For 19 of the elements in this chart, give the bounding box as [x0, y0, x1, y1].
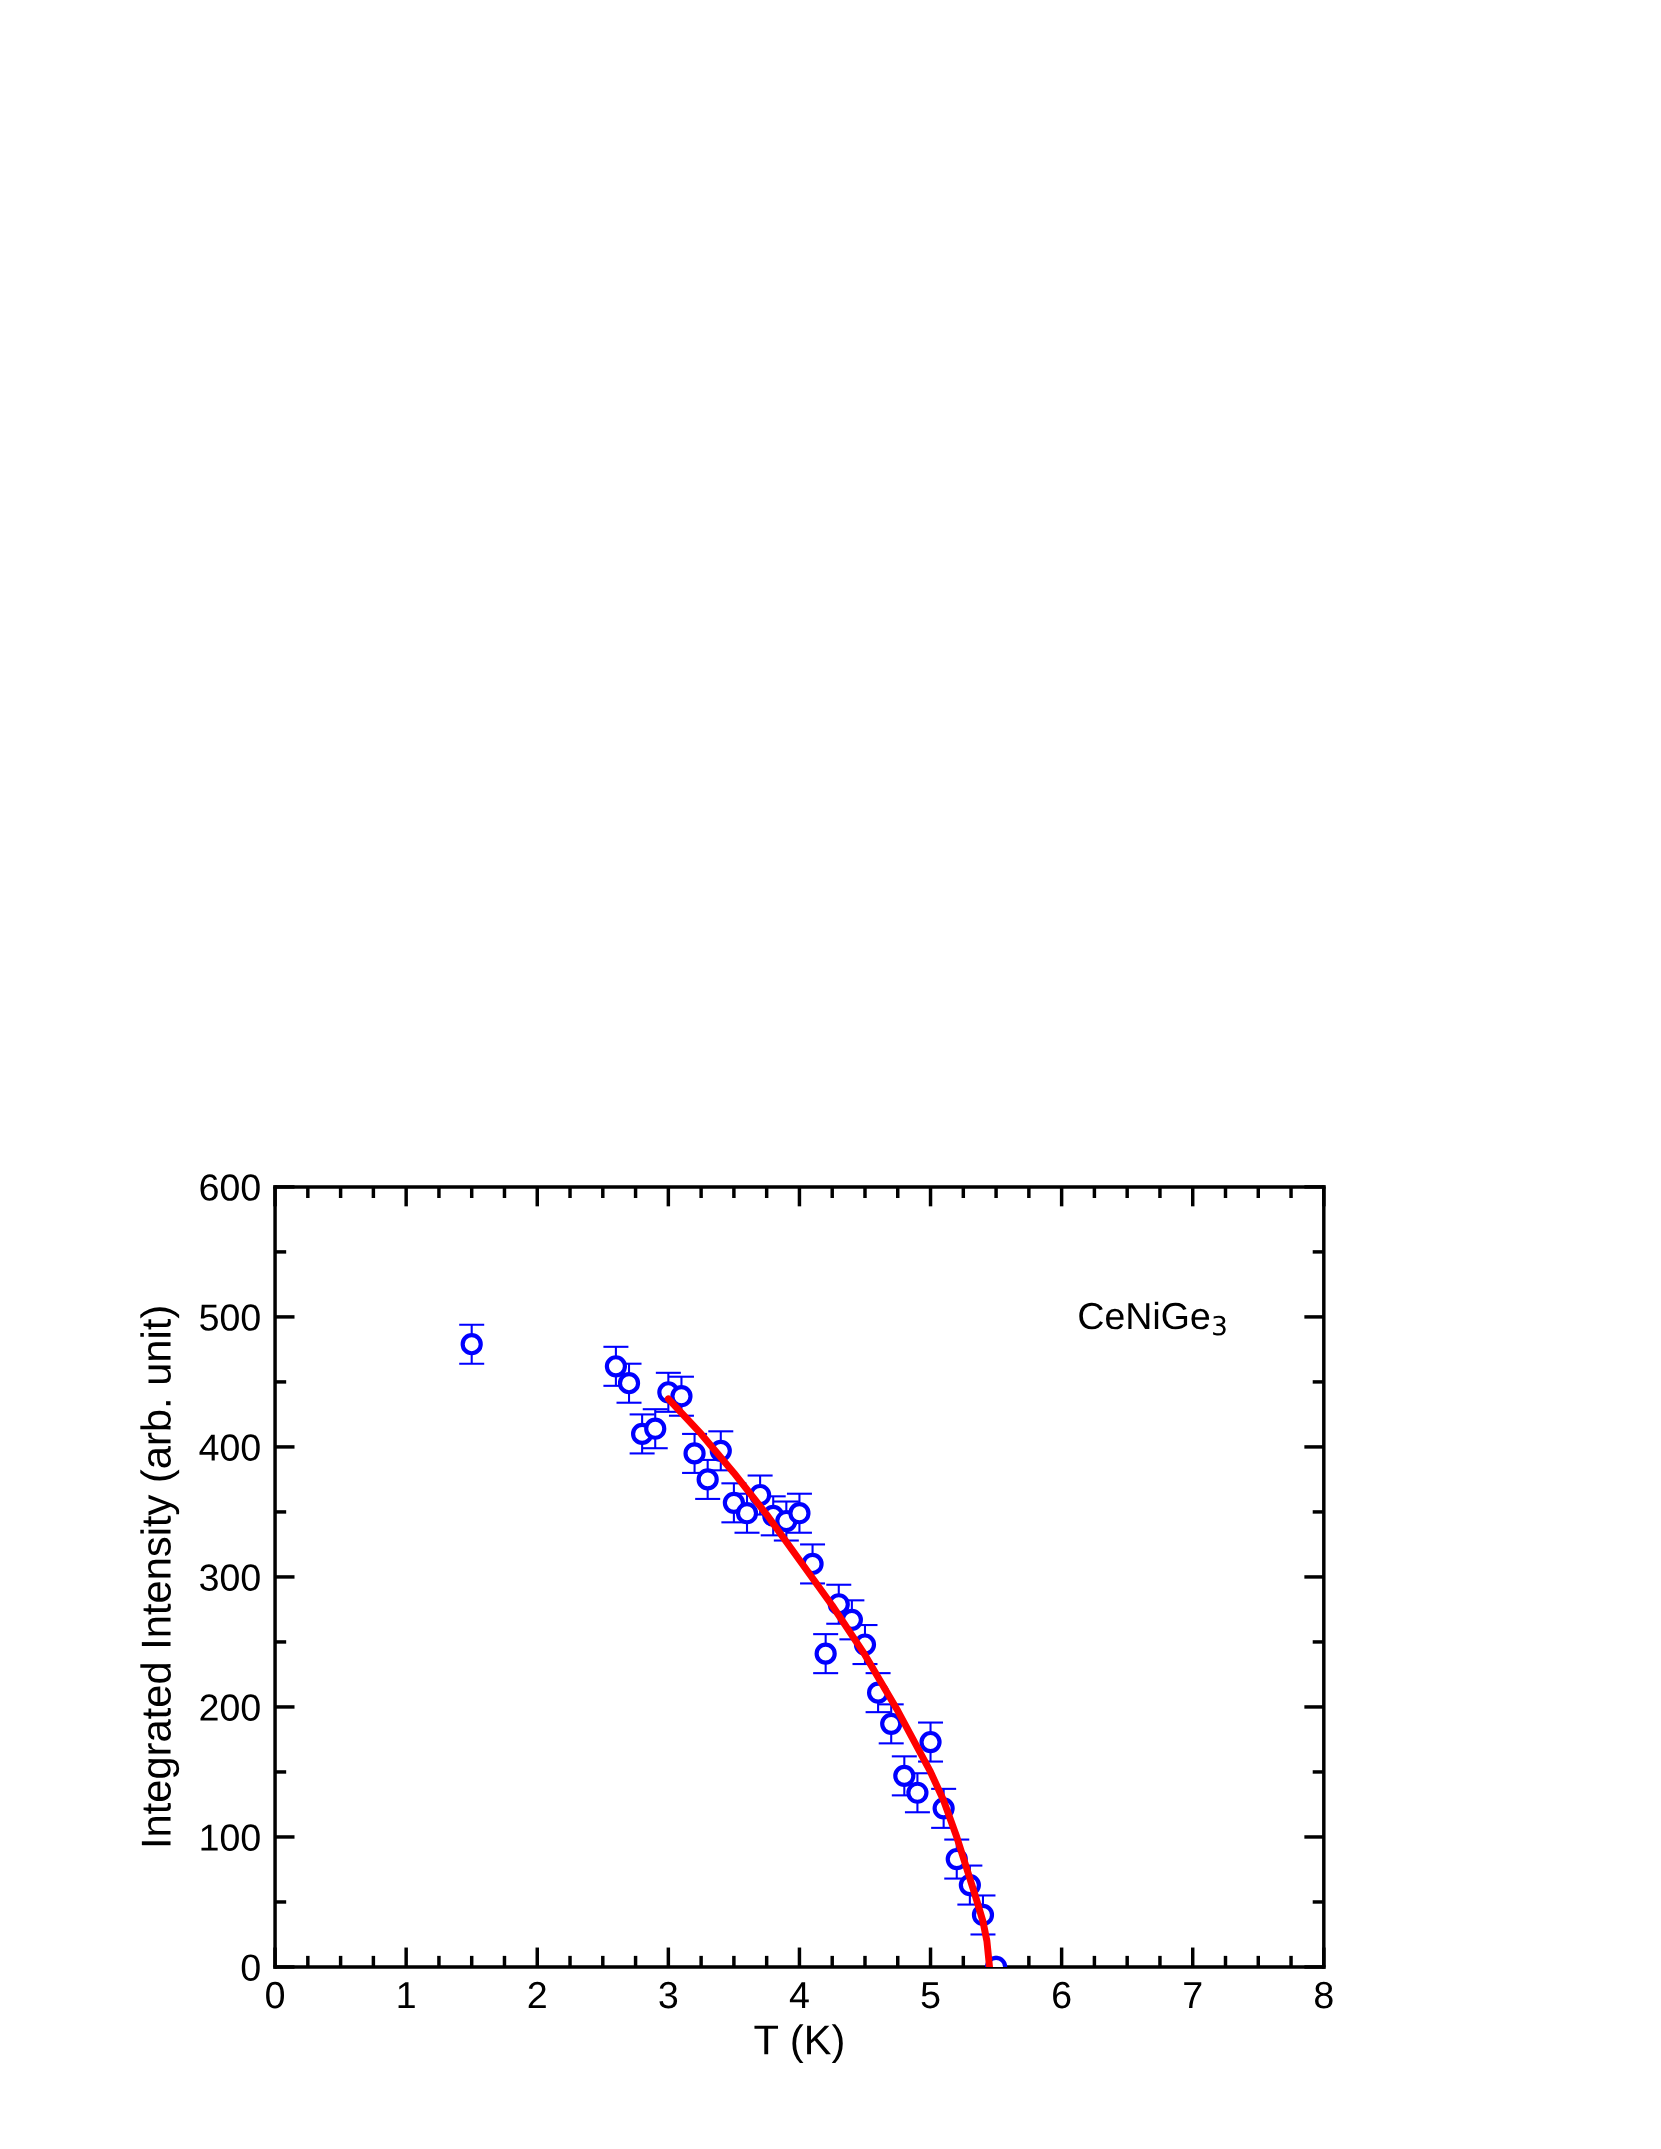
- x-tick-label: 6: [1053, 1981, 1071, 2009]
- x-axis-title: T (K): [754, 2024, 843, 2063]
- x-tick-label: 2: [528, 1981, 546, 2009]
- x-tick-label: 0: [266, 1981, 285, 2009]
- x-tick-label: 5: [921, 1982, 940, 2009]
- y-tick-label: 600: [200, 1174, 260, 1201]
- x-tick-label: 3: [659, 1981, 678, 2009]
- y-tick-label: 500: [200, 1304, 260, 1331]
- y-tick-label: 200: [200, 1694, 260, 1721]
- annotation: CeNiGe$_{3}$: [1079, 1301, 1226, 1336]
- y-axis-title: Integrated Intensity (arb. unit): [140, 1307, 180, 1846]
- y-tick-label: 0: [241, 1954, 260, 1981]
- y-tick-label: 100: [201, 1824, 260, 1851]
- x-tick-label: 1: [398, 1982, 415, 2009]
- x-tick-label: 7: [1184, 1982, 1202, 2009]
- x-tick-label: 4: [789, 1982, 809, 2009]
- y-tick-label: 400: [199, 1434, 260, 1461]
- y-tick-label: 300: [200, 1564, 260, 1591]
- x-tick-label: 8: [1315, 1981, 1333, 2009]
